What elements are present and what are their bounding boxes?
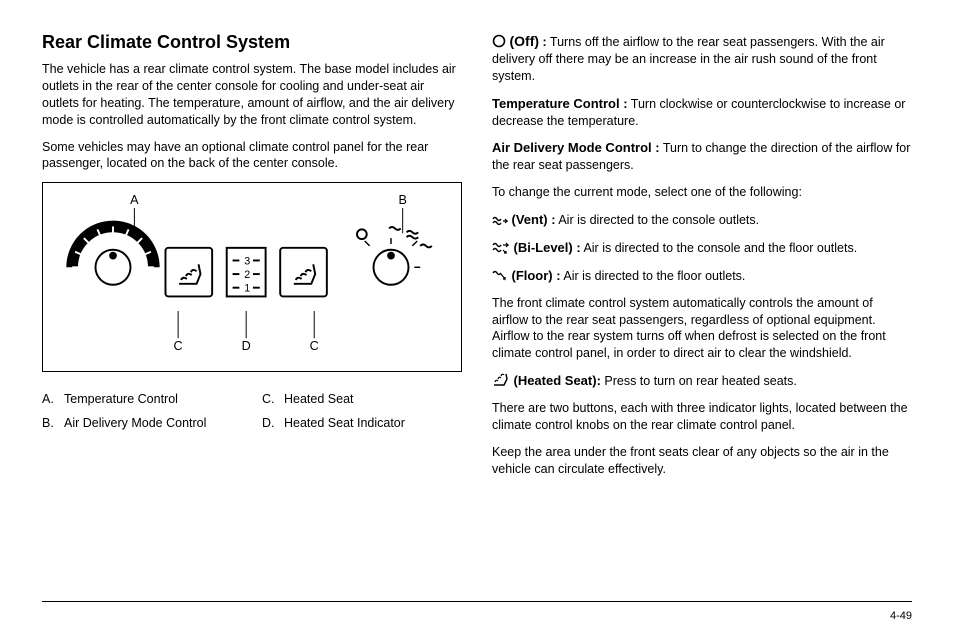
off-label: (Off) [509, 33, 539, 49]
floor-text: Air is directed to the floor outlets. [561, 269, 746, 283]
svg-text:A: A [130, 193, 139, 207]
legend-item-a: A. Temperature Control [42, 388, 242, 412]
two-buttons-text: There are two buttons, each with three i… [492, 400, 912, 434]
svg-text:D: D [242, 339, 251, 353]
vent-icon [492, 215, 508, 225]
bilevel-label: (Bi-Level) : [513, 240, 580, 255]
svg-text:2: 2 [244, 269, 250, 281]
legend-d-text: Heated Seat Indicator [284, 412, 405, 436]
keep-clear-text: Keep the area under the front seats clea… [492, 444, 912, 478]
mode-paragraph: Air Delivery Mode Control : Turn to chan… [492, 139, 912, 174]
section-heading: Rear Climate Control System [42, 32, 462, 53]
heated-paragraph: (Heated Seat): Press to turn on rear hea… [492, 372, 912, 390]
temp-label: Temperature Control : [492, 96, 628, 111]
svg-text:3: 3 [244, 256, 250, 268]
legend-item-c: C. Heated Seat [262, 388, 462, 412]
diagram-svg: A B C C D [43, 183, 461, 371]
intro-paragraph-2: Some vehicles may have an optional clima… [42, 139, 462, 173]
change-mode-text: To change the current mode, select one o… [492, 184, 912, 201]
vent-text: Air is directed to the console outlets. [556, 213, 760, 227]
control-panel-diagram: A B C C D [42, 182, 462, 372]
intro-paragraph-1: The vehicle has a rear climate control s… [42, 61, 462, 129]
auto-airflow-text: The front climate control system automat… [492, 295, 912, 363]
bilevel-icon [492, 242, 510, 254]
off-paragraph: (Off) : Turns off the airflow to the rea… [492, 32, 912, 85]
heated-label: (Heated Seat): [513, 373, 600, 388]
off-icon [492, 34, 506, 48]
bilevel-paragraph: (Bi-Level) : Air is directed to the cons… [492, 239, 912, 257]
legend-c-text: Heated Seat [284, 388, 354, 412]
heated-text: Press to turn on rear heated seats. [601, 374, 797, 388]
diagram-legend: A. Temperature Control B. Air Delivery M… [42, 388, 462, 436]
svg-text:C: C [310, 339, 319, 353]
bilevel-text: Air is directed to the console and the f… [581, 241, 858, 255]
page-number: 4-49 [890, 610, 912, 622]
floor-label: (Floor) : [511, 268, 560, 283]
vent-paragraph: (Vent) : Air is directed to the console … [492, 211, 912, 229]
vent-label: (Vent) : [511, 212, 555, 227]
svg-text:1: 1 [244, 283, 250, 295]
legend-item-d: D. Heated Seat Indicator [262, 412, 462, 436]
right-column: (Off) : Turns off the airflow to the rea… [492, 32, 912, 587]
off-text: Turns off the airflow to the rear seat p… [492, 35, 885, 83]
page-content: Rear Climate Control System The vehicle … [42, 32, 912, 587]
floor-paragraph: (Floor) : Air is directed to the floor o… [492, 267, 912, 285]
legend-b-text: Air Delivery Mode Control [64, 412, 206, 436]
floor-icon [492, 270, 508, 282]
footer-rule [42, 601, 912, 602]
legend-item-b: B. Air Delivery Mode Control [42, 412, 242, 436]
temp-paragraph: Temperature Control : Turn clockwise or … [492, 95, 912, 130]
mode-label: Air Delivery Mode Control : [492, 140, 660, 155]
off-colon: : [539, 35, 547, 49]
svg-text:B: B [398, 193, 406, 207]
heated-seat-icon [492, 373, 510, 387]
svg-text:C: C [174, 339, 183, 353]
left-column: Rear Climate Control System The vehicle … [42, 32, 462, 587]
legend-a-text: Temperature Control [64, 388, 178, 412]
